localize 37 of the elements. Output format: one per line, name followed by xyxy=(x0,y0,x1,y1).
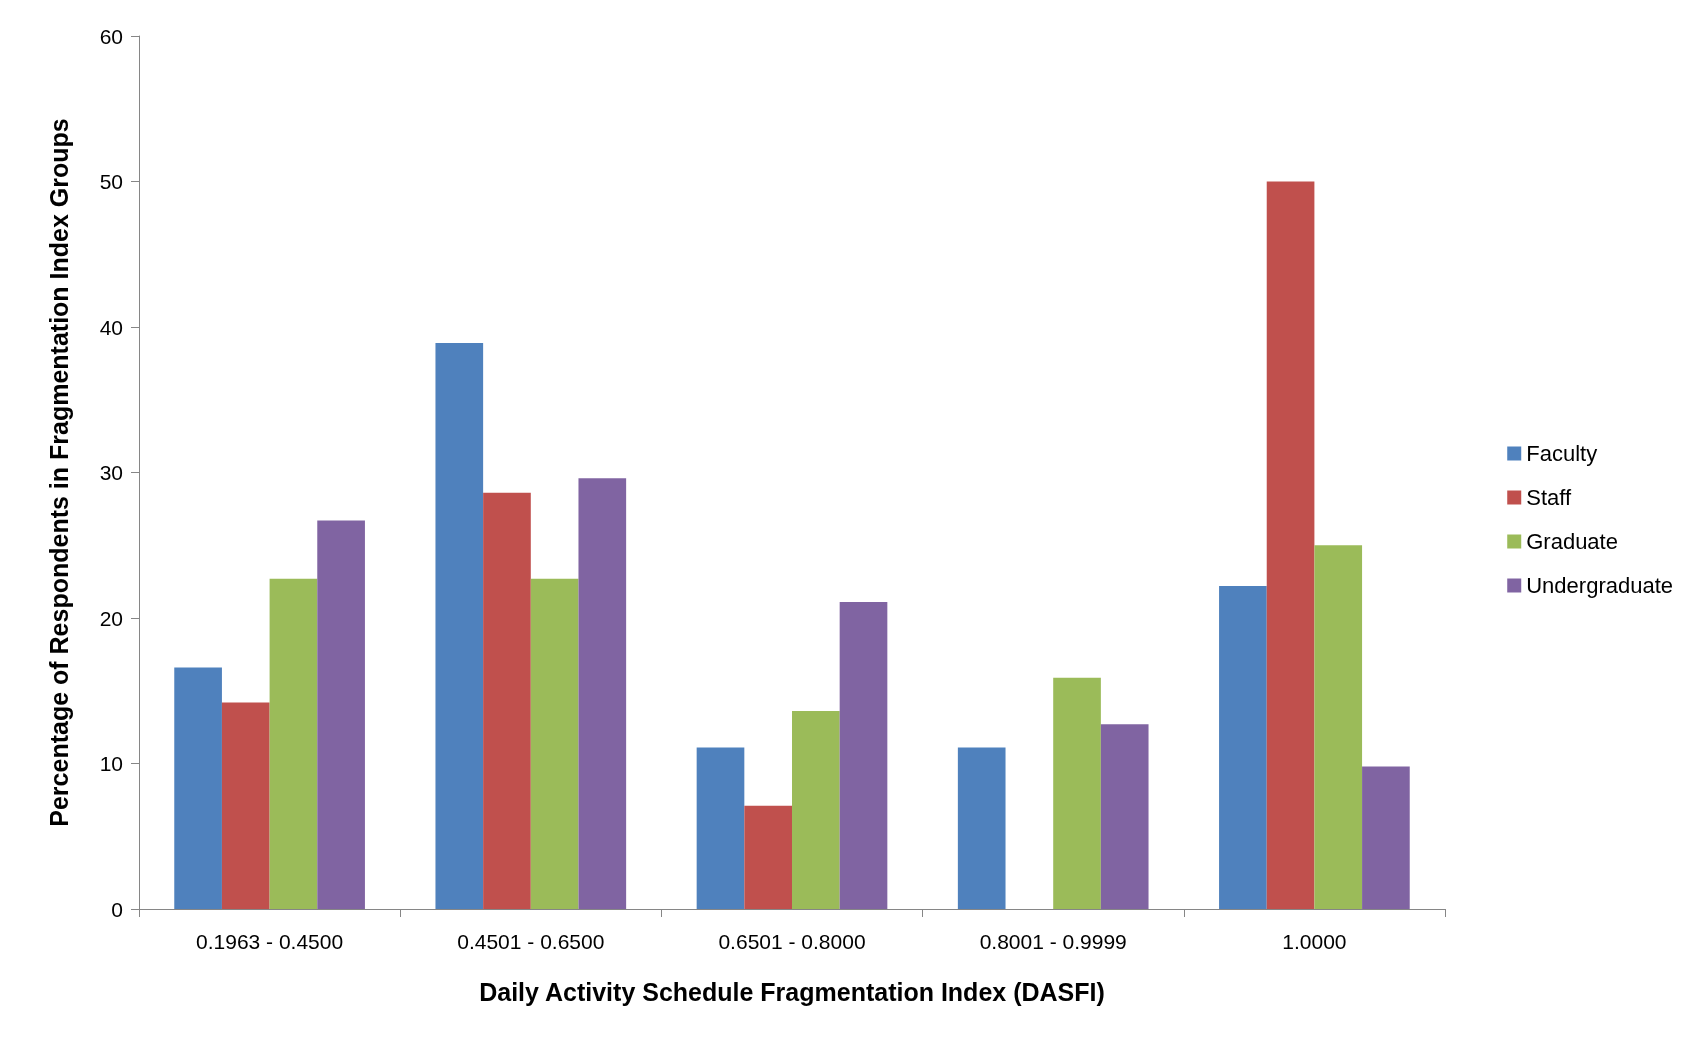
bar xyxy=(317,520,365,909)
x-tick-label: 0.8001 - 0.9999 xyxy=(979,930,1127,953)
y-tick-label: 40 xyxy=(99,315,123,339)
x-axis-title: Daily Activity Schedule Fragmentation Index (DASFI) xyxy=(479,977,1105,1006)
bar xyxy=(696,747,745,909)
bar xyxy=(578,478,627,909)
bar xyxy=(1053,677,1101,909)
x-tick-label: 0.4501 - 0.6500 xyxy=(457,930,605,953)
bar xyxy=(530,578,579,909)
bar xyxy=(1314,545,1363,909)
y-tick-label: 50 xyxy=(99,170,123,193)
y-tick-label: 20 xyxy=(99,606,123,630)
legend-label: Faculty xyxy=(1526,441,1598,466)
bar xyxy=(435,343,484,909)
bar xyxy=(269,578,318,909)
x-tick-label: 1.0000 xyxy=(1282,930,1347,953)
y-tick-label: 60 xyxy=(99,24,123,48)
bar xyxy=(1266,181,1315,909)
bar xyxy=(792,711,840,909)
bar xyxy=(1219,585,1267,909)
y-axis-title: Percentage of Respondents in Fragmentation Index Groups xyxy=(44,118,73,827)
bar xyxy=(221,702,270,909)
legend-label: Graduate xyxy=(1526,529,1618,554)
bar xyxy=(483,492,531,909)
y-tick-label: 10 xyxy=(99,752,123,775)
bar xyxy=(174,667,222,909)
bar xyxy=(957,747,1006,909)
y-tick-label: 30 xyxy=(99,461,123,484)
legend-label: Undergraduate xyxy=(1526,573,1674,598)
x-tick-label: 0.6501 - 0.8000 xyxy=(718,930,866,953)
y-tick-label: 0 xyxy=(111,897,123,921)
bar xyxy=(744,805,792,909)
bar xyxy=(1100,724,1149,909)
bar xyxy=(839,602,888,909)
legend-label: Staff xyxy=(1526,485,1572,510)
bar xyxy=(1362,766,1410,909)
x-tick-label: 0.1963 - 0.4500 xyxy=(196,930,344,953)
